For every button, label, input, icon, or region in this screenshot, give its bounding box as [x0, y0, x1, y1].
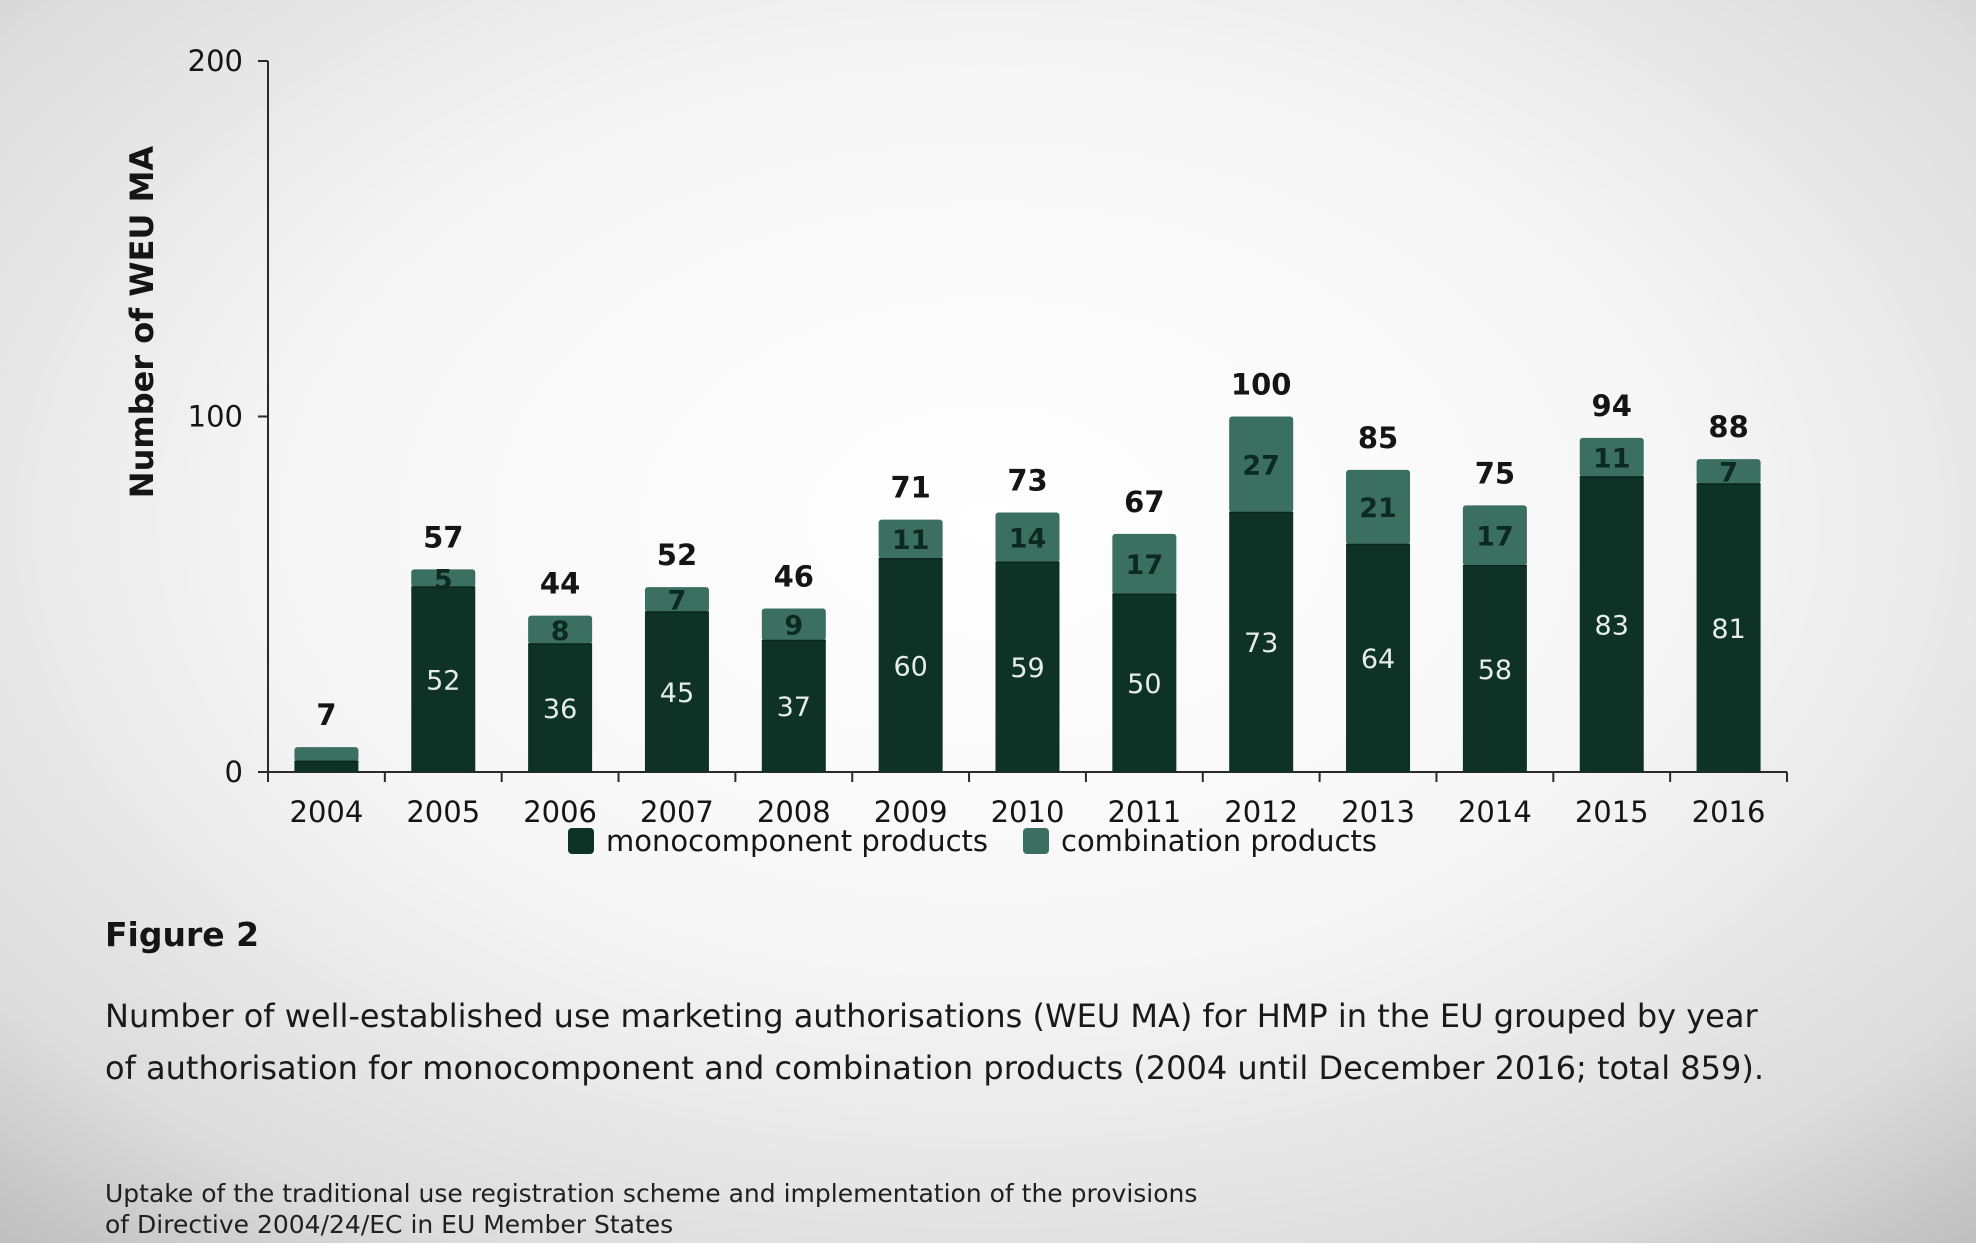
data-label-total: 44 — [540, 567, 580, 601]
data-label-combination: 14 — [1009, 523, 1047, 554]
x-tick-label: 2011 — [1107, 795, 1181, 829]
bar-monocomponent — [995, 562, 1060, 772]
y-tick-label: 100 — [188, 400, 243, 434]
data-label-monocomponent: 45 — [660, 678, 694, 709]
bar-combination — [1462, 505, 1527, 566]
legend-swatch — [1023, 828, 1049, 854]
figure-caption-line-2: of authorisation for monocomponent and c… — [105, 1049, 1765, 1087]
data-label-total: 67 — [1124, 485, 1164, 519]
bar-monocomponent — [1696, 484, 1761, 772]
bar-combination — [1579, 437, 1644, 477]
bar-monocomponent — [761, 640, 826, 772]
figure-caption-line-1: Number of well-established use marketing… — [105, 997, 1758, 1035]
data-label-combination: 17 — [1476, 522, 1514, 553]
y-axis-label: Number of WEU MA — [123, 146, 161, 499]
data-label-total: 100 — [1231, 368, 1292, 402]
x-tick-label: 2005 — [406, 795, 480, 829]
page-footer: Uptake of the traditional use registrati… — [105, 1178, 1605, 1240]
bar-monocomponent — [411, 587, 476, 772]
x-tick-label: 2010 — [991, 795, 1065, 829]
data-label-combination: 27 — [1242, 450, 1280, 481]
data-label-monocomponent: 64 — [1361, 644, 1395, 675]
x-tick-label: 2015 — [1575, 795, 1649, 829]
legend: monocomponent products combination produc… — [568, 824, 1377, 858]
footer-line-1: Uptake of the traditional use registrati… — [105, 1179, 1198, 1208]
bar-combination — [528, 615, 593, 645]
bar-monocomponent — [1462, 565, 1527, 772]
data-label-monocomponent: 60 — [893, 651, 927, 682]
x-tick-label: 2004 — [290, 795, 364, 829]
x-axis: 2004 2005 2006 2007 2008 2009 2010 2011 2012 2013… — [267, 771, 1788, 829]
x-tick-label: 2008 — [757, 795, 831, 829]
figure-label: Figure 2 — [105, 915, 260, 954]
data-label-total: 71 — [890, 471, 930, 505]
y-axis: 0 100 200 — [188, 44, 269, 789]
data-label-total: 57 — [423, 520, 463, 554]
data-label-total: 88 — [1708, 410, 1748, 444]
data-label-monocomponent: 83 — [1595, 610, 1629, 641]
data-label-combination: 8 — [551, 616, 570, 647]
x-tick-label: 2014 — [1458, 795, 1532, 829]
data-label-combination: 11 — [1593, 443, 1631, 474]
data-label-monocomponent: 52 — [426, 666, 460, 697]
data-label-total: 46 — [774, 559, 814, 593]
x-tick-label: 2006 — [523, 795, 597, 829]
bar-combination — [1346, 469, 1411, 545]
bar-monocomponent — [528, 644, 593, 772]
data-label-combination: 9 — [784, 610, 803, 641]
bar-monocomponent — [1229, 512, 1294, 772]
bar-combination — [761, 608, 826, 641]
bar-monocomponent — [644, 612, 709, 772]
bar-monocomponent — [1112, 594, 1177, 772]
bar-combination — [1696, 459, 1761, 485]
y-tick-label: 0 — [225, 755, 243, 789]
bar-combination — [294, 747, 359, 762]
data-label-monocomponent: 50 — [1127, 669, 1161, 700]
bar-monocomponent — [1579, 476, 1644, 772]
bar-monocomponent — [878, 558, 943, 772]
data-label-total: 73 — [1007, 463, 1047, 497]
bar-combination — [1229, 416, 1294, 513]
legend-label: combination products — [1061, 824, 1377, 858]
footer-line-2: of Directive 2004/24/EC in EU Member Sta… — [105, 1210, 674, 1239]
bar-combination — [644, 587, 709, 613]
bar-combination — [878, 519, 943, 559]
data-label-combination: 5 — [434, 564, 453, 595]
data-label-combination: 7 — [1719, 458, 1738, 489]
data-label-total: 7 — [316, 698, 336, 732]
bar-combination — [1112, 533, 1177, 595]
bar-combination — [411, 569, 476, 588]
x-tick-label: 2007 — [640, 795, 714, 829]
data-label-monocomponent: 73 — [1244, 628, 1278, 659]
data-label-total: 94 — [1592, 389, 1632, 423]
bars: 7 52 5 57 36 8 44 45 7 52 37 9 46 60 11 71 59 14 73 50 17 67 7… — [294, 368, 1761, 772]
data-label-monocomponent: 59 — [1010, 653, 1044, 684]
x-tick-label: 2013 — [1341, 795, 1415, 829]
data-label-monocomponent: 81 — [1711, 614, 1745, 645]
figure-caption: Number of well-established use marketing… — [105, 990, 1905, 1094]
data-label-total: 75 — [1475, 456, 1515, 490]
x-tick-label: 2009 — [874, 795, 948, 829]
legend-label: monocomponent products — [606, 824, 988, 858]
bar-combination — [995, 512, 1060, 563]
bar-monocomponent — [294, 761, 359, 772]
y-tick-label: 200 — [188, 44, 243, 78]
data-label-total: 52 — [657, 538, 697, 572]
data-label-combination: 17 — [1126, 550, 1164, 581]
data-label-monocomponent: 58 — [1478, 655, 1512, 686]
x-tick-label: 2012 — [1224, 795, 1298, 829]
data-label-total: 85 — [1358, 421, 1398, 455]
data-label-combination: 21 — [1359, 493, 1397, 524]
x-tick-label: 2016 — [1692, 795, 1766, 829]
bar-monocomponent — [1346, 544, 1411, 772]
data-label-monocomponent: 37 — [777, 692, 811, 723]
data-label-monocomponent: 36 — [543, 694, 577, 725]
data-label-combination: 7 — [668, 586, 687, 617]
data-label-combination: 11 — [892, 525, 930, 556]
legend-swatch — [568, 828, 594, 854]
